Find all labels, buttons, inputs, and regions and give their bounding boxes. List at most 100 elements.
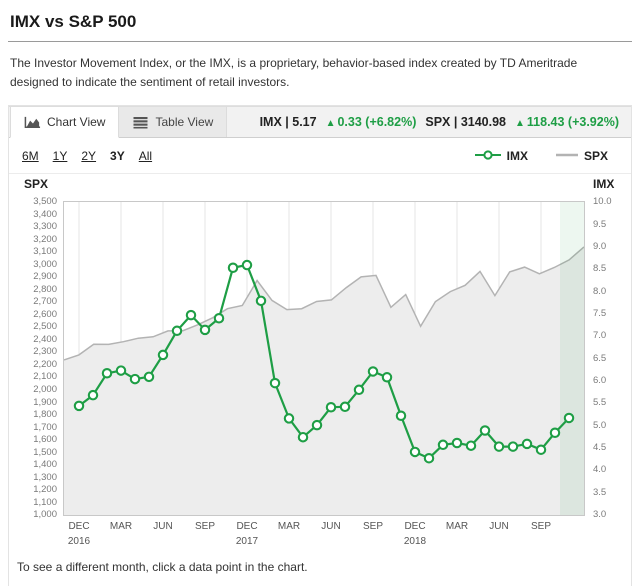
x-axis-tick: DEC <box>404 521 426 533</box>
x-axis-tick: SEP <box>362 521 383 533</box>
tab-strip: Chart View Table View IMX | 5.17 ▲ 0.33 (+6… <box>9 106 631 139</box>
imx-data-point[interactable] <box>87 390 99 401</box>
right-axis-tick: 3.5 <box>593 486 607 498</box>
change-text: 0.33 (+6.82%) <box>337 115 417 130</box>
imx-data-point[interactable] <box>297 432 309 443</box>
range-6m[interactable]: 6M <box>22 149 39 164</box>
spx-quote: SPX | 3140.98 <box>425 115 506 130</box>
imx-data-point[interactable] <box>283 413 295 424</box>
left-axis-tick: 1,000 <box>33 509 57 521</box>
imx-data-point[interactable] <box>101 368 113 379</box>
imx-data-point[interactable] <box>115 365 127 377</box>
imx-data-point[interactable] <box>409 446 421 458</box>
legend-item-imx[interactable]: IMX <box>474 149 528 164</box>
imx-data-point[interactable] <box>227 262 239 274</box>
imx-data-point[interactable] <box>157 349 169 361</box>
imx-data-point[interactable] <box>339 401 351 413</box>
imx-data-point[interactable] <box>437 439 449 451</box>
chart-legend: IMX SPX <box>474 149 618 164</box>
left-axis-tick: 1,500 <box>33 446 57 458</box>
left-axis-tick: 2,400 <box>33 333 57 345</box>
latest-month-highlight-band <box>560 202 584 516</box>
left-axis-tick: 2,500 <box>33 321 57 333</box>
left-axis-tick: 1,400 <box>33 459 57 471</box>
imx-data-point[interactable] <box>171 325 183 337</box>
imx-data-point[interactable] <box>367 366 379 377</box>
tab-table-view[interactable]: Table View <box>119 107 228 138</box>
imx-data-point[interactable] <box>535 444 547 456</box>
imx-data-point[interactable] <box>395 410 407 422</box>
imx-data-point[interactable] <box>451 437 463 449</box>
x-axis-tick: DEC <box>236 521 258 533</box>
imx-data-point[interactable] <box>563 412 575 424</box>
x-axis-year: 2018 <box>403 536 427 548</box>
left-axis-tick: 1,100 <box>33 496 57 508</box>
right-axis-tick: 8.5 <box>593 263 607 275</box>
range-all[interactable]: All <box>138 149 153 164</box>
left-axis-tick: 2,600 <box>33 308 57 320</box>
imx-data-point[interactable] <box>423 453 435 464</box>
range-3y[interactable]: 3Y <box>110 149 125 164</box>
left-axis-tick: 1,700 <box>33 421 57 433</box>
x-axis-tick: JUN <box>489 521 509 533</box>
imx-data-point[interactable] <box>255 295 267 307</box>
spx-change: ▲ 118.43 (+3.92%) <box>515 115 619 129</box>
imx-data-point[interactable] <box>185 310 197 321</box>
right-axis-tick: 10.0 <box>593 196 612 208</box>
imx-data-point[interactable] <box>325 402 337 413</box>
imx-data-point[interactable] <box>199 324 211 336</box>
imx-data-point[interactable] <box>381 372 393 383</box>
imx-data-point[interactable] <box>269 378 281 389</box>
page-title: IMX vs S&P 500 <box>10 12 137 31</box>
x-axis-tick: JUN <box>153 521 173 533</box>
left-axis-tick: 1,800 <box>33 409 57 421</box>
x-axis-tick: MAR <box>109 521 133 533</box>
x-axis-tick: MAR <box>277 521 301 533</box>
imx-data-point[interactable] <box>129 374 141 385</box>
imx-data-point[interactable] <box>521 438 533 450</box>
change-text: 118.43 (+3.92%) <box>526 115 619 130</box>
range-2y[interactable]: 2Y <box>81 149 97 164</box>
imx-quote: IMX | 5.17 <box>259 115 317 130</box>
table-icon <box>132 116 149 129</box>
left-axis-tick: 3,300 <box>33 221 57 233</box>
x-axis-year: 2017 <box>235 536 259 548</box>
imx-description: The Investor Movement Index, or the IMX,… <box>10 56 578 89</box>
right-axis-tick: 9.5 <box>593 218 607 230</box>
left-axis-tick: 3,100 <box>33 246 57 258</box>
x-axis-tick: SEP <box>530 521 551 533</box>
left-axis-tick: 2,900 <box>33 271 57 283</box>
imx-data-point[interactable] <box>479 425 491 436</box>
left-axis-tick: 2,100 <box>33 371 57 383</box>
left-axis-tick: 1,900 <box>33 396 57 408</box>
range-1y[interactable]: 1Y <box>52 149 68 164</box>
spx-swatch-icon <box>555 149 578 163</box>
imx-data-point[interactable] <box>507 441 519 453</box>
imx-data-point[interactable] <box>549 427 561 439</box>
left-axis-tick: 3,400 <box>33 208 57 220</box>
imx-change: ▲ 0.33 (+6.82%) <box>326 115 417 129</box>
legend-item-spx[interactable]: SPX <box>555 149 608 163</box>
legend-label: IMX <box>506 149 528 164</box>
left-axis-tick: 2,200 <box>33 358 57 370</box>
x-axis-tick: MAR <box>445 521 469 533</box>
tab-label: Table View <box>155 115 214 130</box>
imx-data-point[interactable] <box>353 384 365 396</box>
tab-chart-view[interactable]: Chart View <box>10 107 120 139</box>
spx-line <box>63 246 585 361</box>
imx-data-point[interactable] <box>241 259 253 271</box>
left-axis-tick: 3,000 <box>33 258 57 270</box>
imx-data-point[interactable] <box>311 420 323 431</box>
imx-data-point[interactable] <box>73 400 85 412</box>
footer-note: To see a different month, click a data p… <box>17 560 308 575</box>
imx-data-point[interactable] <box>493 441 505 453</box>
left-axis-tick: 1,600 <box>33 434 57 446</box>
imx-data-point[interactable] <box>465 440 477 452</box>
right-axis-tick: 5.0 <box>593 419 607 431</box>
imx-data-point[interactable] <box>213 313 225 324</box>
imx-data-point[interactable] <box>143 371 155 383</box>
title-divider <box>8 41 632 42</box>
right-axis-tick: 7.5 <box>593 307 607 319</box>
x-axis-tick: DEC <box>68 521 90 533</box>
